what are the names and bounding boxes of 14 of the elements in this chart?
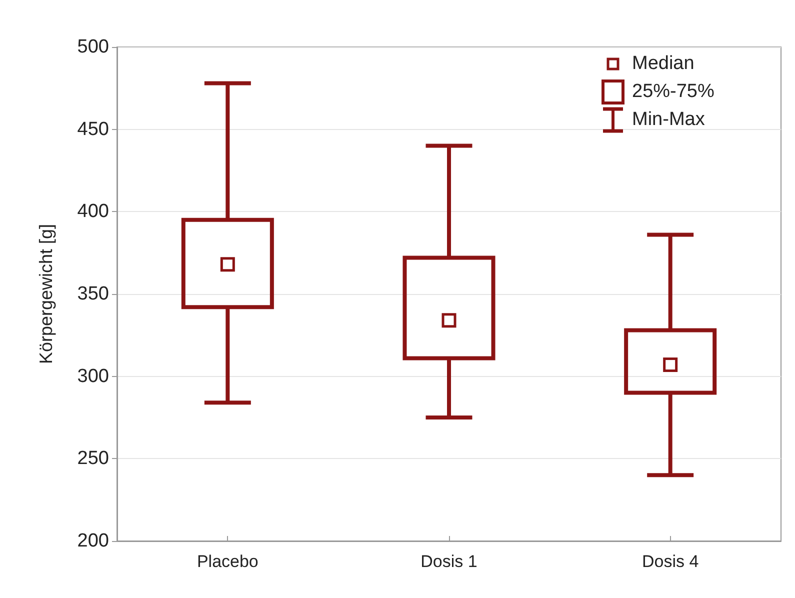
y-axis-title: Körpergewicht [g] xyxy=(36,224,56,364)
y-tick-label: 400 xyxy=(77,201,109,222)
annotation: Median xyxy=(632,53,694,75)
x-tick-label: Dosis 4 xyxy=(642,552,699,571)
annotation: Min-Max xyxy=(632,109,705,131)
y-tick-label: 250 xyxy=(77,448,109,470)
y-tick-label: 450 xyxy=(77,118,109,140)
y-tick-label: 300 xyxy=(77,366,109,387)
y-tick-label: 350 xyxy=(77,284,109,304)
annotation: 25%-75% xyxy=(632,81,714,103)
x-tick-label: Placebo xyxy=(196,552,258,571)
y-tick-label: 200 xyxy=(77,530,109,552)
y-tick-label: 500 xyxy=(77,36,109,58)
x-tick-label: Dosis 1 xyxy=(420,552,478,571)
